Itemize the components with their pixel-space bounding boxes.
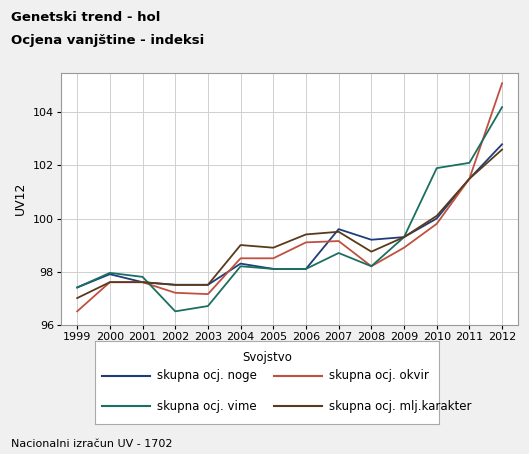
Text: Nacionalni izračun UV - 1702: Nacionalni izračun UV - 1702 <box>11 439 172 449</box>
Text: skupna ocj. okvir: skupna ocj. okvir <box>329 369 429 382</box>
Text: Genetski trend - hol: Genetski trend - hol <box>11 11 160 25</box>
Text: Svojstvo: Svojstvo <box>242 350 292 364</box>
Text: skupna ocj. mlj.karakter: skupna ocj. mlj.karakter <box>329 400 471 413</box>
Text: Ocjena vanjštine - indeksi: Ocjena vanjštine - indeksi <box>11 34 204 47</box>
Text: skupna ocj. noge: skupna ocj. noge <box>157 369 257 382</box>
Text: skupna ocj. vime: skupna ocj. vime <box>157 400 257 413</box>
Y-axis label: UV12: UV12 <box>14 182 27 215</box>
X-axis label: Godina rođenja: Godina rođenja <box>242 347 338 360</box>
